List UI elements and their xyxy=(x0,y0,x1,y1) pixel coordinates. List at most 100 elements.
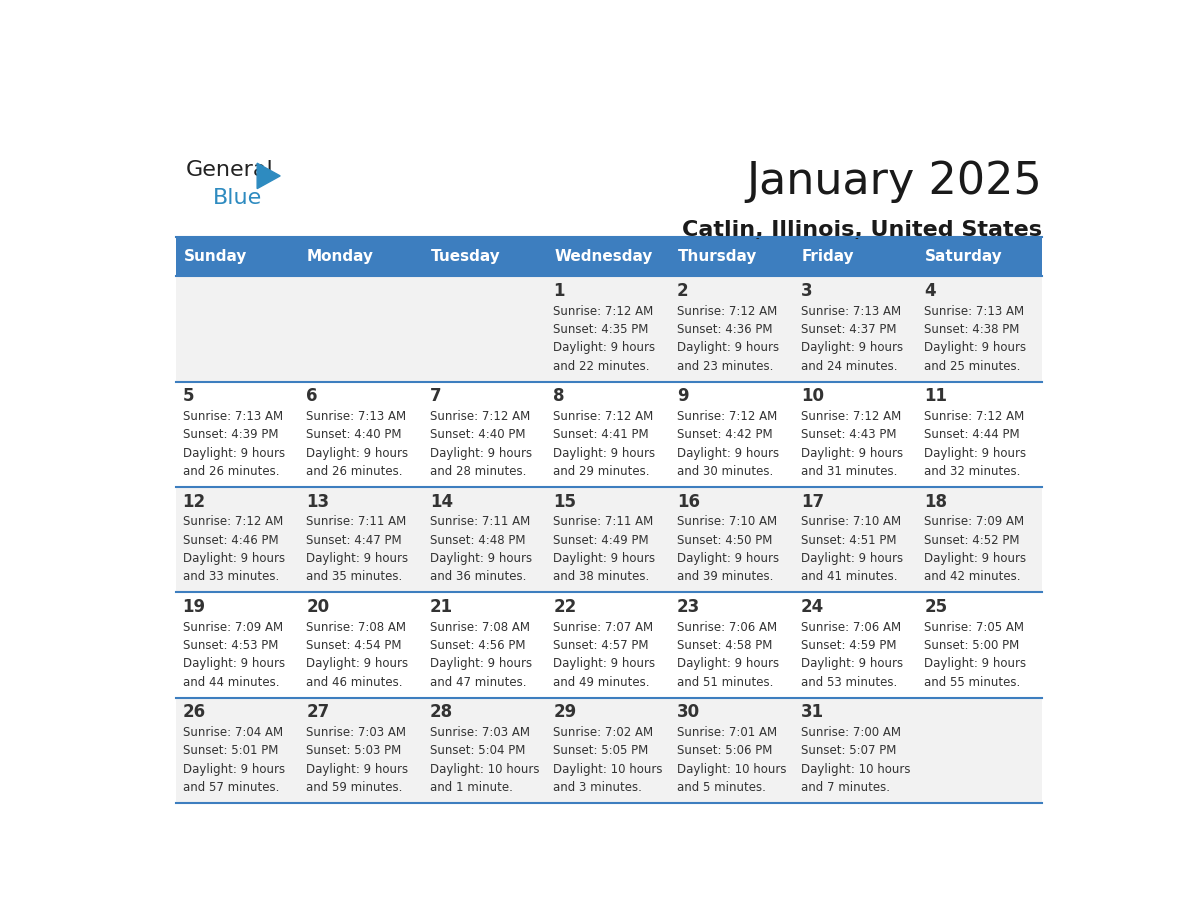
Text: Daylight: 9 hours: Daylight: 9 hours xyxy=(801,447,903,460)
Text: Sunset: 4:44 PM: Sunset: 4:44 PM xyxy=(924,429,1020,442)
Text: Sunrise: 7:12 AM: Sunrise: 7:12 AM xyxy=(801,409,901,423)
Bar xyxy=(423,238,546,276)
Text: Sunrise: 7:12 AM: Sunrise: 7:12 AM xyxy=(554,305,653,318)
Text: Daylight: 9 hours: Daylight: 9 hours xyxy=(183,447,285,460)
Text: and 55 minutes.: and 55 minutes. xyxy=(924,676,1020,688)
Text: 15: 15 xyxy=(554,493,576,510)
Text: Sunset: 4:46 PM: Sunset: 4:46 PM xyxy=(183,533,278,546)
Text: and 26 minutes.: and 26 minutes. xyxy=(307,465,403,478)
Text: 30: 30 xyxy=(677,703,700,722)
Text: and 33 minutes.: and 33 minutes. xyxy=(183,570,279,583)
Text: Sunset: 4:52 PM: Sunset: 4:52 PM xyxy=(924,533,1019,546)
Bar xyxy=(299,238,423,276)
Text: Daylight: 9 hours: Daylight: 9 hours xyxy=(801,657,903,670)
Bar xyxy=(423,276,546,382)
Text: Sunrise: 7:10 AM: Sunrise: 7:10 AM xyxy=(677,515,777,528)
Text: 18: 18 xyxy=(924,493,947,510)
Text: Daylight: 9 hours: Daylight: 9 hours xyxy=(801,552,903,565)
Text: Daylight: 9 hours: Daylight: 9 hours xyxy=(183,657,285,670)
Text: Daylight: 9 hours: Daylight: 9 hours xyxy=(677,552,779,565)
Text: Sunrise: 7:12 AM: Sunrise: 7:12 AM xyxy=(677,305,777,318)
Text: Sunset: 4:59 PM: Sunset: 4:59 PM xyxy=(801,639,896,652)
Bar xyxy=(176,487,299,592)
Text: Sunset: 4:41 PM: Sunset: 4:41 PM xyxy=(554,429,649,442)
Text: Sunrise: 7:12 AM: Sunrise: 7:12 AM xyxy=(183,515,283,528)
Bar xyxy=(795,698,918,803)
Text: 7: 7 xyxy=(430,387,442,405)
Bar xyxy=(918,592,1042,698)
Text: and 42 minutes.: and 42 minutes. xyxy=(924,570,1020,583)
Text: 27: 27 xyxy=(307,703,329,722)
Bar xyxy=(299,487,423,592)
Text: Thursday: Thursday xyxy=(678,250,758,264)
Text: Daylight: 9 hours: Daylight: 9 hours xyxy=(677,657,779,670)
Bar xyxy=(423,487,546,592)
Text: Daylight: 10 hours: Daylight: 10 hours xyxy=(801,763,910,776)
Text: Sunset: 4:57 PM: Sunset: 4:57 PM xyxy=(554,639,649,652)
Text: Friday: Friday xyxy=(802,250,854,264)
Text: Sunrise: 7:08 AM: Sunrise: 7:08 AM xyxy=(430,621,530,633)
Text: Sunrise: 7:11 AM: Sunrise: 7:11 AM xyxy=(430,515,530,528)
Text: Sunrise: 7:04 AM: Sunrise: 7:04 AM xyxy=(183,726,283,739)
Bar xyxy=(918,698,1042,803)
Text: and 23 minutes.: and 23 minutes. xyxy=(677,360,773,373)
Text: Monday: Monday xyxy=(308,250,374,264)
Text: and 44 minutes.: and 44 minutes. xyxy=(183,676,279,688)
Text: 25: 25 xyxy=(924,598,948,616)
Text: Daylight: 10 hours: Daylight: 10 hours xyxy=(677,763,786,776)
Text: Sunrise: 7:13 AM: Sunrise: 7:13 AM xyxy=(183,409,283,423)
Text: 13: 13 xyxy=(307,493,329,510)
Bar xyxy=(176,592,299,698)
Text: Sunrise: 7:13 AM: Sunrise: 7:13 AM xyxy=(801,305,901,318)
Bar xyxy=(795,487,918,592)
Text: Daylight: 9 hours: Daylight: 9 hours xyxy=(307,657,409,670)
Text: 20: 20 xyxy=(307,598,329,616)
Bar xyxy=(671,487,795,592)
Text: Sunset: 5:00 PM: Sunset: 5:00 PM xyxy=(924,639,1019,652)
Text: Sunset: 4:38 PM: Sunset: 4:38 PM xyxy=(924,323,1019,336)
Bar xyxy=(546,382,671,487)
Bar xyxy=(546,238,671,276)
Text: Sunrise: 7:07 AM: Sunrise: 7:07 AM xyxy=(554,621,653,633)
Text: Sunrise: 7:00 AM: Sunrise: 7:00 AM xyxy=(801,726,901,739)
Text: Daylight: 9 hours: Daylight: 9 hours xyxy=(924,447,1026,460)
Text: 21: 21 xyxy=(430,598,453,616)
Text: 3: 3 xyxy=(801,282,813,300)
Text: Sunrise: 7:11 AM: Sunrise: 7:11 AM xyxy=(554,515,653,528)
Text: and 5 minutes.: and 5 minutes. xyxy=(677,781,766,794)
Text: Sunset: 4:48 PM: Sunset: 4:48 PM xyxy=(430,533,525,546)
Bar xyxy=(671,698,795,803)
Text: Sunset: 5:01 PM: Sunset: 5:01 PM xyxy=(183,744,278,757)
Text: 2: 2 xyxy=(677,282,689,300)
Text: Daylight: 9 hours: Daylight: 9 hours xyxy=(924,552,1026,565)
Text: Daylight: 9 hours: Daylight: 9 hours xyxy=(554,552,656,565)
Text: and 35 minutes.: and 35 minutes. xyxy=(307,570,403,583)
Text: Sunrise: 7:01 AM: Sunrise: 7:01 AM xyxy=(677,726,777,739)
Text: Sunday: Sunday xyxy=(183,250,247,264)
Text: and 47 minutes.: and 47 minutes. xyxy=(430,676,526,688)
Bar xyxy=(671,238,795,276)
Text: Sunrise: 7:03 AM: Sunrise: 7:03 AM xyxy=(307,726,406,739)
Text: Sunrise: 7:12 AM: Sunrise: 7:12 AM xyxy=(430,409,530,423)
Text: Sunrise: 7:09 AM: Sunrise: 7:09 AM xyxy=(183,621,283,633)
Bar xyxy=(299,276,423,382)
Text: 10: 10 xyxy=(801,387,823,405)
Text: Sunset: 4:54 PM: Sunset: 4:54 PM xyxy=(307,639,402,652)
Text: Daylight: 9 hours: Daylight: 9 hours xyxy=(677,447,779,460)
Text: and 32 minutes.: and 32 minutes. xyxy=(924,465,1020,478)
Text: Daylight: 9 hours: Daylight: 9 hours xyxy=(924,341,1026,354)
Text: Daylight: 9 hours: Daylight: 9 hours xyxy=(677,341,779,354)
Text: Blue: Blue xyxy=(213,188,263,207)
Bar xyxy=(795,592,918,698)
Bar xyxy=(299,382,423,487)
Text: Sunset: 4:58 PM: Sunset: 4:58 PM xyxy=(677,639,772,652)
Text: Sunset: 4:47 PM: Sunset: 4:47 PM xyxy=(307,533,402,546)
Text: Daylight: 9 hours: Daylight: 9 hours xyxy=(307,763,409,776)
Text: Daylight: 10 hours: Daylight: 10 hours xyxy=(554,763,663,776)
Text: Daylight: 9 hours: Daylight: 9 hours xyxy=(307,447,409,460)
Text: and 29 minutes.: and 29 minutes. xyxy=(554,465,650,478)
Bar xyxy=(176,382,299,487)
Bar xyxy=(918,276,1042,382)
Text: and 3 minutes.: and 3 minutes. xyxy=(554,781,643,794)
Bar xyxy=(176,276,299,382)
